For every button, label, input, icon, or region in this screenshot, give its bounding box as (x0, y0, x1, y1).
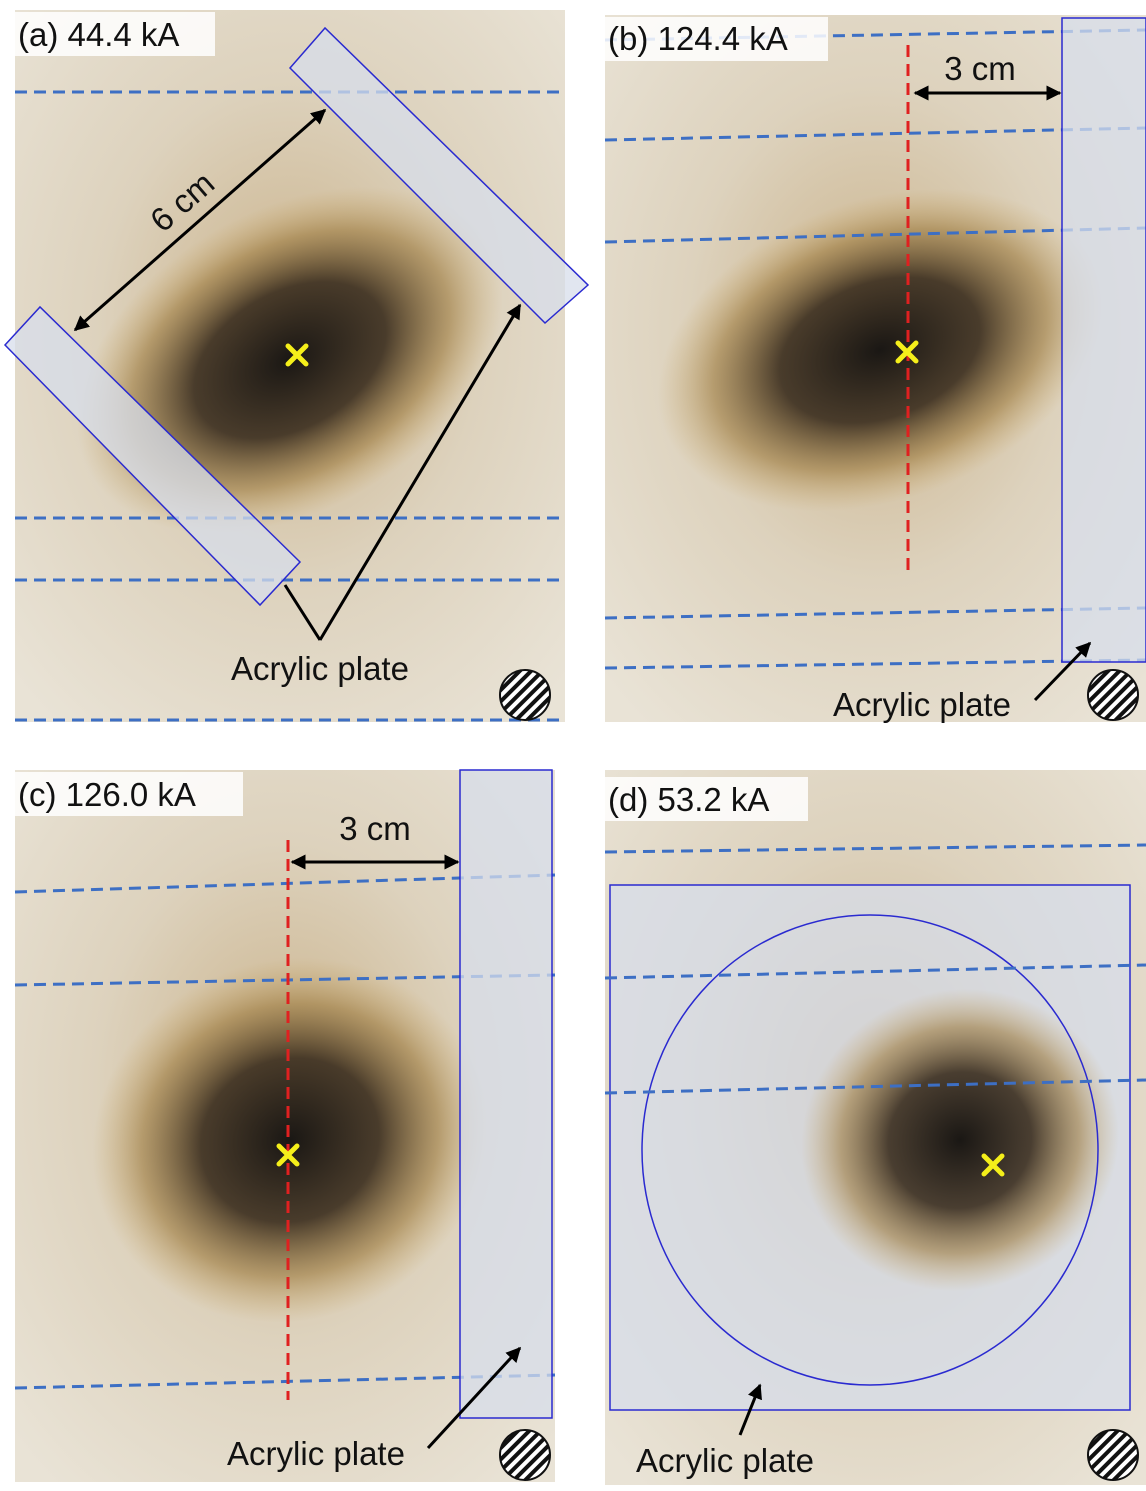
plate-label: Acrylic plate (833, 686, 1011, 723)
panel-d: (d) 53.2 kA Acrylic plate (598, 770, 1146, 1485)
panel-label: (c) 126.0 kA (18, 776, 196, 813)
panel-b: 3 cm (b) 124.4 kA Acrylic plate (598, 15, 1146, 723)
figure: 6 cm (a) 44.4 kA Acrylic plate 3 cm (b) … (0, 0, 1146, 1491)
plate-label: Acrylic plate (231, 650, 409, 687)
fiber-icon (1088, 670, 1138, 720)
plate-label: Acrylic plate (636, 1442, 814, 1479)
acrylic-plate (1062, 18, 1146, 662)
dimension: 3 cm (339, 810, 411, 847)
acrylic-plate (460, 770, 552, 1418)
panel-label: (a) 44.4 kA (18, 16, 179, 53)
plate-label: Acrylic plate (227, 1435, 405, 1472)
panel-c: 3 cm (c) 126.0 kA Acrylic plate (8, 770, 555, 1482)
panel-a: 6 cm (a) 44.4 kA Acrylic plate (5, 10, 588, 722)
fiber-icon (500, 670, 550, 720)
panel-label: (d) 53.2 kA (608, 781, 769, 818)
fiber-icon (1088, 1430, 1138, 1480)
dimension: 3 cm (944, 50, 1016, 87)
panel-label: (b) 124.4 kA (608, 20, 788, 57)
fiber-icon (500, 1430, 550, 1480)
